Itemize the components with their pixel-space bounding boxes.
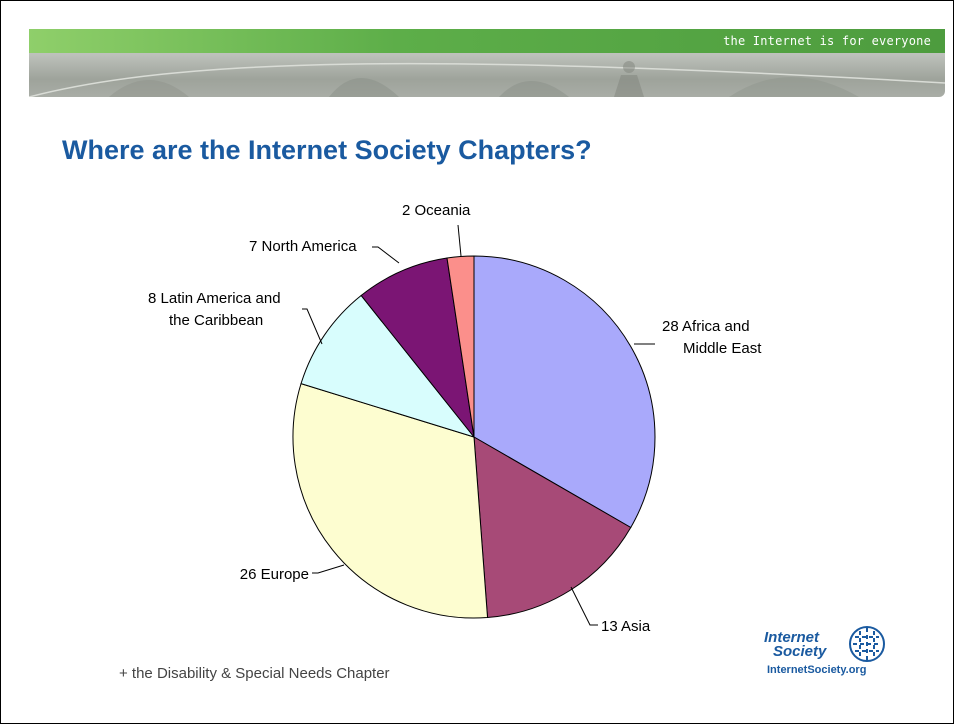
internet-society-logo: Internet Society InternetSociety.org [761,618,891,678]
pie-slice-north-america [360,257,475,439]
slice-label: 7 North America [249,238,357,255]
pie-slice-asia [473,436,632,619]
slice-label: 28 Africa and Middle East [662,318,762,357]
pie-slice-africa-and-middle-east [473,255,656,529]
leader-line [457,224,462,257]
logo-word-internet: Internet [764,629,820,646]
pie-labels: 28 Africa and Middle East 13 Asia 26 Europe… [148,202,762,635]
tagline: the Internet is for everyone [723,34,931,48]
logo-url: InternetSociety.org [767,664,867,676]
slice-label: 13 Asia [601,618,651,635]
pie-slice-europe [292,383,489,619]
leader-line [570,586,598,626]
leader-line [372,246,400,264]
banner-silhouettes [29,61,945,97]
footnote: + the Disability & Special Needs Chapter [119,665,390,682]
pie-slice-oceania [446,255,475,438]
leader-line [312,564,345,574]
pie-slices [292,255,656,619]
header-banner: the Internet is for everyone [29,29,945,97]
leader-line [302,308,323,345]
globe-icon [849,626,885,662]
slice-label: 2 Oceania [402,202,471,219]
slice-label: 8 Latin America and the Caribbean [148,290,281,329]
pie-slice-latin-america-and-the-caribbean [300,294,476,438]
banner-green-strip: the Internet is for everyone [29,29,945,53]
logo-word-society: Society [773,643,827,660]
slice-label: 26 Europe [240,566,309,583]
slide-title: Where are the Internet Society Chapters? [62,135,592,165]
banner-photo-strip [29,53,945,97]
